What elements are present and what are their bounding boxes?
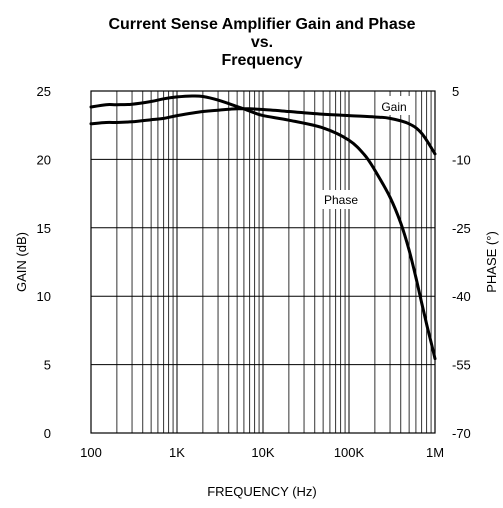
y-right-tick-label: 5 bbox=[452, 84, 459, 99]
phase-line bbox=[89, 94, 437, 361]
y-left-tick-label: 5 bbox=[44, 358, 51, 373]
y-left-tick-label: 0 bbox=[44, 426, 51, 441]
y-right-tick-label: -10 bbox=[452, 152, 471, 167]
y-left-tick-label: 15 bbox=[37, 221, 51, 236]
y-right-tick-label: -70 bbox=[452, 426, 471, 441]
series-lines bbox=[89, 94, 437, 361]
y-axis-label-left: GAIN (dB) bbox=[14, 232, 29, 292]
phase-annotation: Phase bbox=[324, 193, 358, 207]
y-left-tick-label: 25 bbox=[37, 84, 51, 99]
x-tick-label: 1M bbox=[426, 445, 444, 460]
chart-title-line-3: Frequency bbox=[222, 52, 303, 69]
y-left-tick-label: 10 bbox=[37, 289, 51, 304]
y-right-tick-label: -25 bbox=[452, 221, 471, 236]
y-left-tick-label: 20 bbox=[37, 152, 51, 167]
plot-frame bbox=[90, 90, 436, 434]
grid bbox=[91, 90, 435, 434]
y-right-tick-label: -55 bbox=[452, 358, 471, 373]
chart-title-line-1: Current Sense Amplifier Gain and Phase bbox=[108, 16, 415, 33]
x-tick-label: 10K bbox=[251, 445, 274, 460]
x-tick-label: 100 bbox=[80, 445, 102, 460]
x-tick-label: 100K bbox=[334, 445, 365, 460]
y-axis-label-right: PHASE (°) bbox=[484, 231, 499, 293]
phase-annotation-box bbox=[317, 190, 365, 209]
gain-annotation-box bbox=[376, 96, 413, 115]
chart-title-line-2: vs. bbox=[251, 34, 273, 51]
tick-labels: 100 1K 10K 100K 1M 0 5 10 15 20 25 -70 -55 -40 -25 -10 5 bbox=[37, 84, 471, 460]
x-axis-label: FREQUENCY (Hz) bbox=[207, 484, 317, 499]
y-right-tick-label: -40 bbox=[452, 289, 471, 304]
gain-annotation: Gain bbox=[381, 100, 406, 114]
x-tick-label: 1K bbox=[169, 445, 185, 460]
